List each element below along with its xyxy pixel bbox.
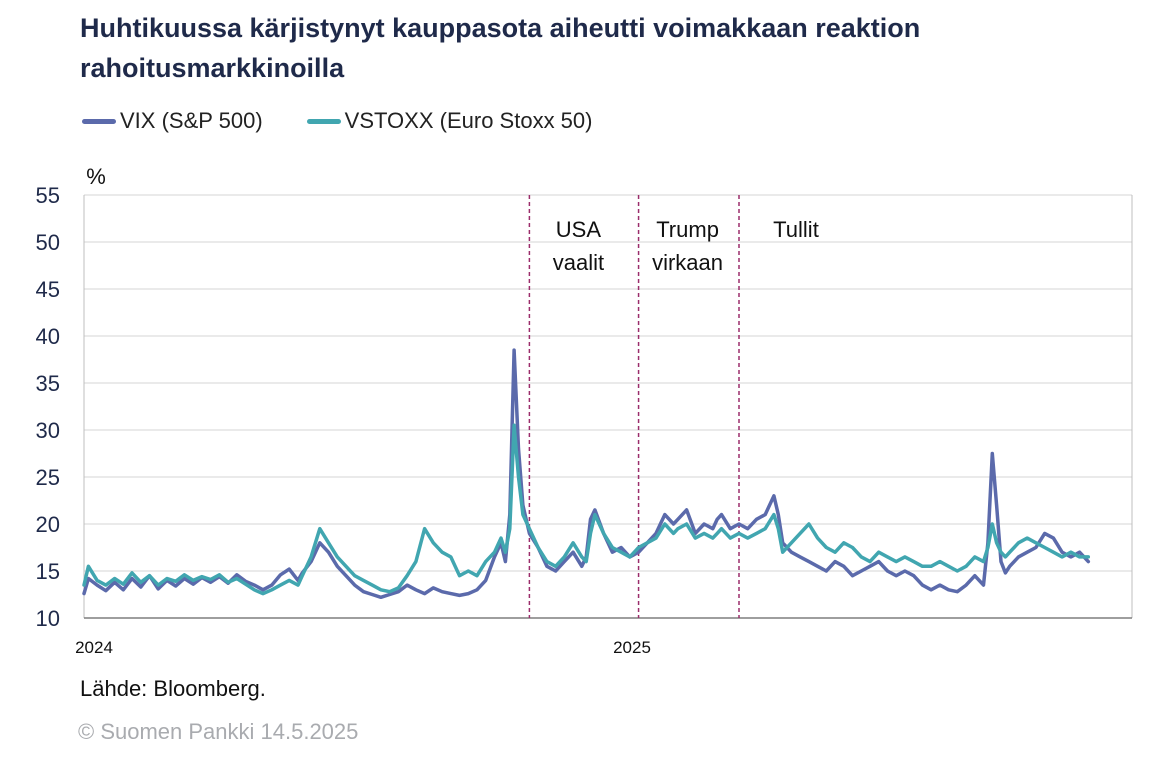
event-label-1-0: Trump bbox=[656, 217, 719, 242]
y-tick-label-40: 40 bbox=[36, 324, 60, 349]
legend-label-vix: VIX (S&P 500) bbox=[120, 108, 263, 133]
series-line-vix bbox=[82, 348, 1091, 600]
y-axis-unit-label: % bbox=[86, 164, 106, 189]
x-tick-label-2024: 2024 bbox=[75, 638, 113, 657]
x-tick-label-2025: 2025 bbox=[613, 638, 651, 657]
y-tick-label-50: 50 bbox=[36, 230, 60, 255]
source-note: Lähde: Bloomberg. bbox=[80, 676, 266, 701]
legend: VIX (S&P 500) VSTOXX (Euro Stoxx 50) bbox=[82, 108, 592, 134]
legend-swatch-vix bbox=[82, 118, 116, 124]
y-tick-label-55: 55 bbox=[36, 183, 60, 208]
event-label-0-0: USA bbox=[556, 217, 602, 242]
y-tick-label-15: 15 bbox=[36, 559, 60, 584]
y-tick-label-35: 35 bbox=[36, 371, 60, 396]
y-tick-label-45: 45 bbox=[36, 277, 60, 302]
copyright-note: © Suomen Pankki 14.5.2025 bbox=[78, 719, 359, 744]
legend-item-vstoxx: VSTOXX (Euro Stoxx 50) bbox=[306, 108, 593, 134]
legend-swatch-vstoxx bbox=[306, 118, 341, 124]
y-tick-label-20: 20 bbox=[36, 512, 60, 537]
legend-item-vix: VIX (S&P 500) bbox=[82, 108, 263, 134]
y-tick-label-25: 25 bbox=[36, 465, 60, 490]
y-tick-label-30: 30 bbox=[36, 418, 60, 443]
legend-label-vstoxx: VSTOXX (Euro Stoxx 50) bbox=[344, 108, 593, 133]
chart-title: Huhtikuussa kärjistynyt kauppasota aiheu… bbox=[80, 13, 921, 83]
y-tick-label-10: 10 bbox=[36, 606, 60, 631]
series-line-vstoxx bbox=[82, 423, 1091, 596]
event-label-2-0: Tullit bbox=[773, 217, 819, 242]
event-label-1-1: virkaan bbox=[652, 250, 723, 275]
event-label-0-1: vaalit bbox=[553, 250, 604, 275]
